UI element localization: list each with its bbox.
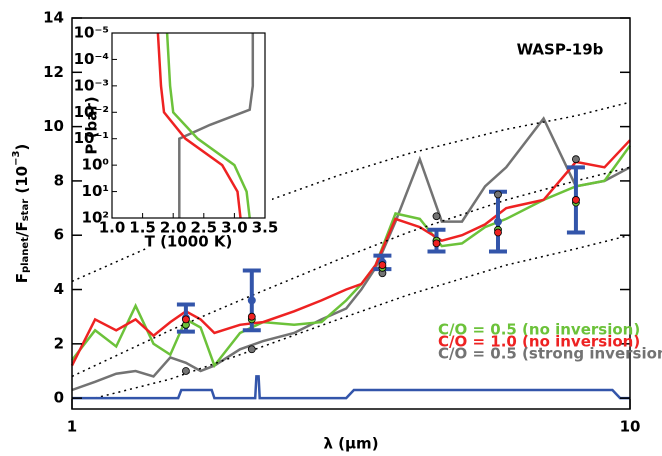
inset-x-tick-label: 2.5 (191, 219, 218, 237)
y-axis-label-part: −3 (11, 151, 22, 166)
line-series (71, 144, 632, 369)
y-tick-label: 4 (54, 280, 64, 298)
inset-y-tick-label: 10⁻² (74, 103, 109, 121)
y-axis-label-part: ) (13, 144, 31, 151)
inset-y-tick-label: 10⁻⁵ (74, 24, 109, 42)
band-model-point (247, 345, 256, 354)
y-axis-label-part: /F (13, 221, 31, 237)
inset-x-tick-label: 1.0 (99, 219, 126, 237)
line-series (71, 166, 631, 378)
inset-y-tick-label: 10⁻¹ (74, 129, 109, 147)
band-model-point (432, 239, 441, 248)
band-model-point (247, 312, 256, 321)
line-series (165, 32, 251, 219)
band-model-point (432, 212, 441, 221)
line-series (71, 116, 631, 392)
inset-y-tick-label: 10⁻³ (74, 76, 109, 94)
inset-y-tick-label: 10⁰ (82, 156, 109, 174)
inset-frame (111, 32, 266, 219)
y-axis-label: Fplanet/Fstar (10−3) (11, 144, 31, 284)
band-model-point (378, 261, 387, 269)
line-series (70, 139, 631, 367)
annotation: WASP-19b (517, 41, 604, 59)
observation (247, 296, 256, 305)
y-tick-label: 14 (43, 9, 64, 27)
inset-x-tick-label: 3.5 (252, 219, 279, 237)
line-series (94, 234, 631, 399)
band-model-point (181, 315, 190, 324)
inset-y-axis-label: P (bar) (83, 96, 101, 154)
line-series (178, 33, 255, 218)
y-axis-label-part: planet (20, 237, 31, 273)
y-tick-label: 10 (43, 117, 64, 135)
plot-frame (71, 17, 631, 410)
inset-x-tick-label: 2.0 (160, 219, 187, 237)
inset-y-tick-label: 10⁻⁴ (74, 50, 109, 68)
band-model-point (572, 196, 580, 204)
y-tick-label: 2 (54, 334, 64, 352)
y-tick-label: 8 (54, 171, 64, 189)
band-model-point (494, 190, 502, 199)
inset-y-tick-label: 10¹ (82, 182, 109, 200)
y-axis-label-part: (10 (13, 166, 31, 199)
band-model-point (181, 367, 190, 375)
y-axis-label-part: F (13, 273, 31, 283)
y-tick-label: 0 (54, 389, 64, 407)
band-model-point (572, 155, 580, 164)
inset-x-tick-label: 1.5 (129, 219, 156, 237)
inset-x-axis-label: T (1000 K) (145, 233, 233, 251)
legend-entry: C/O = 0.5 (no inversion) (438, 321, 640, 339)
inset-y-tick-label: 10² (82, 209, 109, 227)
band-model-point (494, 228, 502, 237)
y-tick-label: 6 (54, 226, 64, 244)
x-tick-label: 10 (620, 418, 641, 436)
y-tick-label: 12 (43, 63, 64, 81)
legend-entry: C/O = 0.5 (strong inversion) (438, 345, 662, 363)
line-series (72, 375, 630, 400)
x-axis-label: λ (μm) (323, 435, 378, 453)
line-series (156, 32, 242, 219)
y-axis-label-part: star (20, 199, 31, 221)
observation (493, 217, 502, 226)
legend-entry: C/O = 1.0 (no inversion) (438, 333, 640, 351)
x-tick-label: 1 (67, 418, 77, 436)
inset-x-tick-label: 3.0 (221, 219, 248, 237)
